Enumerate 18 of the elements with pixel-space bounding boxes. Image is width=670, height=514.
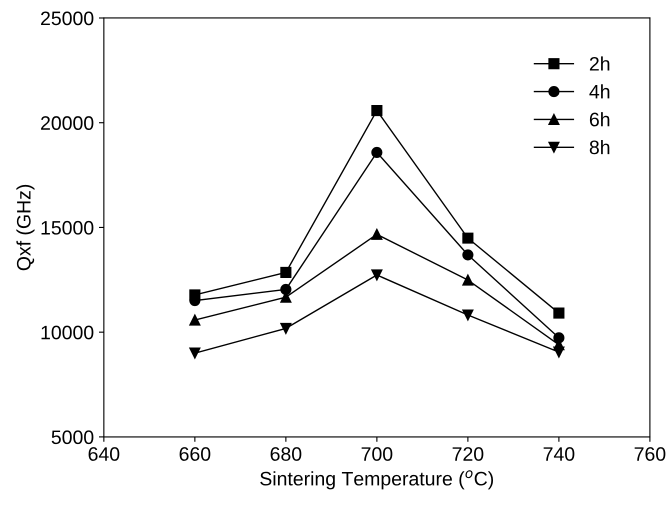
- x-axis-title: Sintering Temperature ($^{o}$C): [260, 470, 494, 490]
- x-tick-label: 660: [180, 447, 210, 461]
- y-tick-label: 5000: [52, 430, 94, 444]
- legend-label: 8h: [590, 140, 610, 154]
- legend-label: 4h: [589, 84, 610, 98]
- x-tick-label: 680: [270, 447, 302, 461]
- legend-label: 6h: [590, 112, 610, 126]
- x-tick-label: 720: [452, 447, 484, 461]
- x-tick-label: 760: [634, 447, 666, 461]
- y-tick-label: 20000: [41, 116, 94, 130]
- x-tick-label: 700: [362, 447, 392, 461]
- y-tick-label: 25000: [41, 11, 94, 26]
- y-tick-label: 10000: [42, 326, 94, 340]
- x-tick-label: 640: [88, 447, 120, 461]
- y-tick-label: 15000: [42, 220, 94, 235]
- y-axis-title: Qxf (GHz): [16, 184, 34, 270]
- x-tick-label: 740: [544, 447, 574, 461]
- legend-label: 2h: [590, 56, 610, 71]
